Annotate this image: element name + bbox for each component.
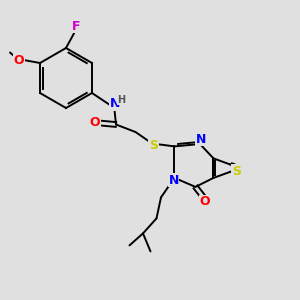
Text: S: S [149, 139, 158, 152]
Text: O: O [14, 53, 24, 67]
Text: S: S [232, 165, 241, 178]
Text: H: H [117, 94, 125, 105]
Text: O: O [90, 116, 100, 130]
Text: F: F [72, 20, 81, 33]
Text: O: O [199, 195, 210, 208]
Text: N: N [168, 174, 179, 187]
Text: N: N [110, 97, 120, 110]
Text: N: N [196, 133, 206, 146]
